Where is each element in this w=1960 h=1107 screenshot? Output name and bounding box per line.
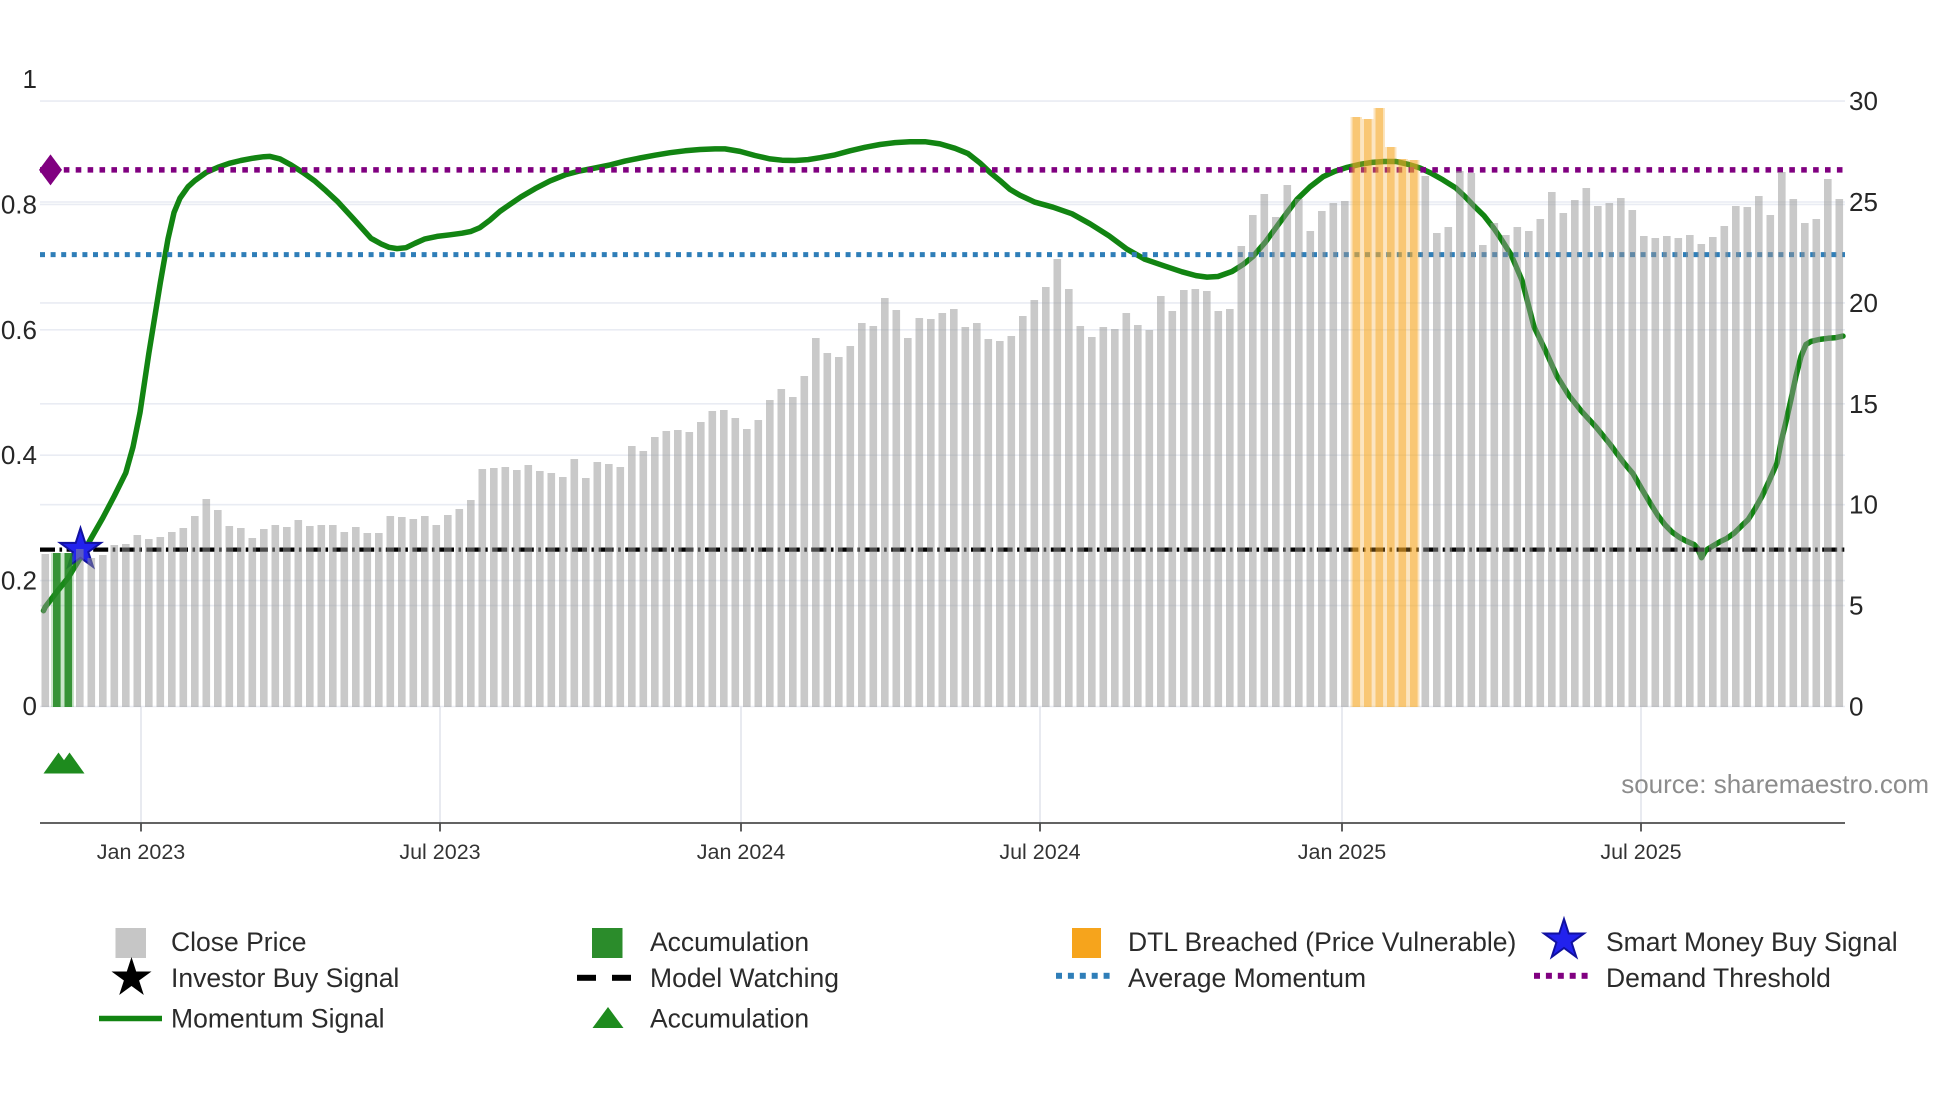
svg-text:0.4: 0.4 [1, 440, 37, 470]
svg-text:Jan 2025: Jan 2025 [1298, 840, 1387, 864]
svg-text:Average Momentum: Average Momentum [1128, 963, 1366, 993]
svg-text:30: 30 [1849, 86, 1878, 116]
svg-text:Jul 2023: Jul 2023 [399, 840, 480, 864]
svg-text:Accumulation: Accumulation [650, 1004, 809, 1034]
svg-text:Demand Threshold: Demand Threshold [1606, 963, 1831, 993]
svg-text:0.2: 0.2 [1, 566, 37, 596]
svg-text:Accumulation: Accumulation [650, 927, 809, 957]
svg-text:25: 25 [1849, 187, 1878, 217]
svg-text:10: 10 [1849, 490, 1878, 520]
svg-text:5: 5 [1849, 591, 1863, 621]
svg-text:0: 0 [1849, 692, 1863, 722]
svg-text:Momentum Signal: Momentum Signal [171, 1004, 385, 1034]
svg-text:DTL Breached (Price Vulnerable: DTL Breached (Price Vulnerable) [1128, 927, 1516, 957]
svg-text:source: sharemaestro.com: source: sharemaestro.com [1621, 769, 1929, 799]
svg-text:Investor Buy Signal: Investor Buy Signal [171, 963, 399, 993]
svg-text:Close Price: Close Price [171, 927, 307, 957]
svg-text:Jul 2025: Jul 2025 [1600, 840, 1681, 864]
svg-text:Jan 2024: Jan 2024 [697, 840, 786, 864]
svg-text:Model Watching: Model Watching [650, 963, 839, 993]
svg-text:Jan 2023: Jan 2023 [97, 840, 186, 864]
svg-text:0.8: 0.8 [1, 189, 37, 219]
svg-text:1: 1 [23, 64, 37, 94]
svg-text:Jul 2024: Jul 2024 [999, 840, 1080, 864]
svg-text:20: 20 [1849, 288, 1878, 318]
svg-text:Smart Money Buy Signal: Smart Money Buy Signal [1606, 927, 1898, 957]
svg-text:0: 0 [23, 691, 37, 721]
svg-text:0.6: 0.6 [1, 315, 37, 345]
svg-text:15: 15 [1849, 389, 1878, 419]
